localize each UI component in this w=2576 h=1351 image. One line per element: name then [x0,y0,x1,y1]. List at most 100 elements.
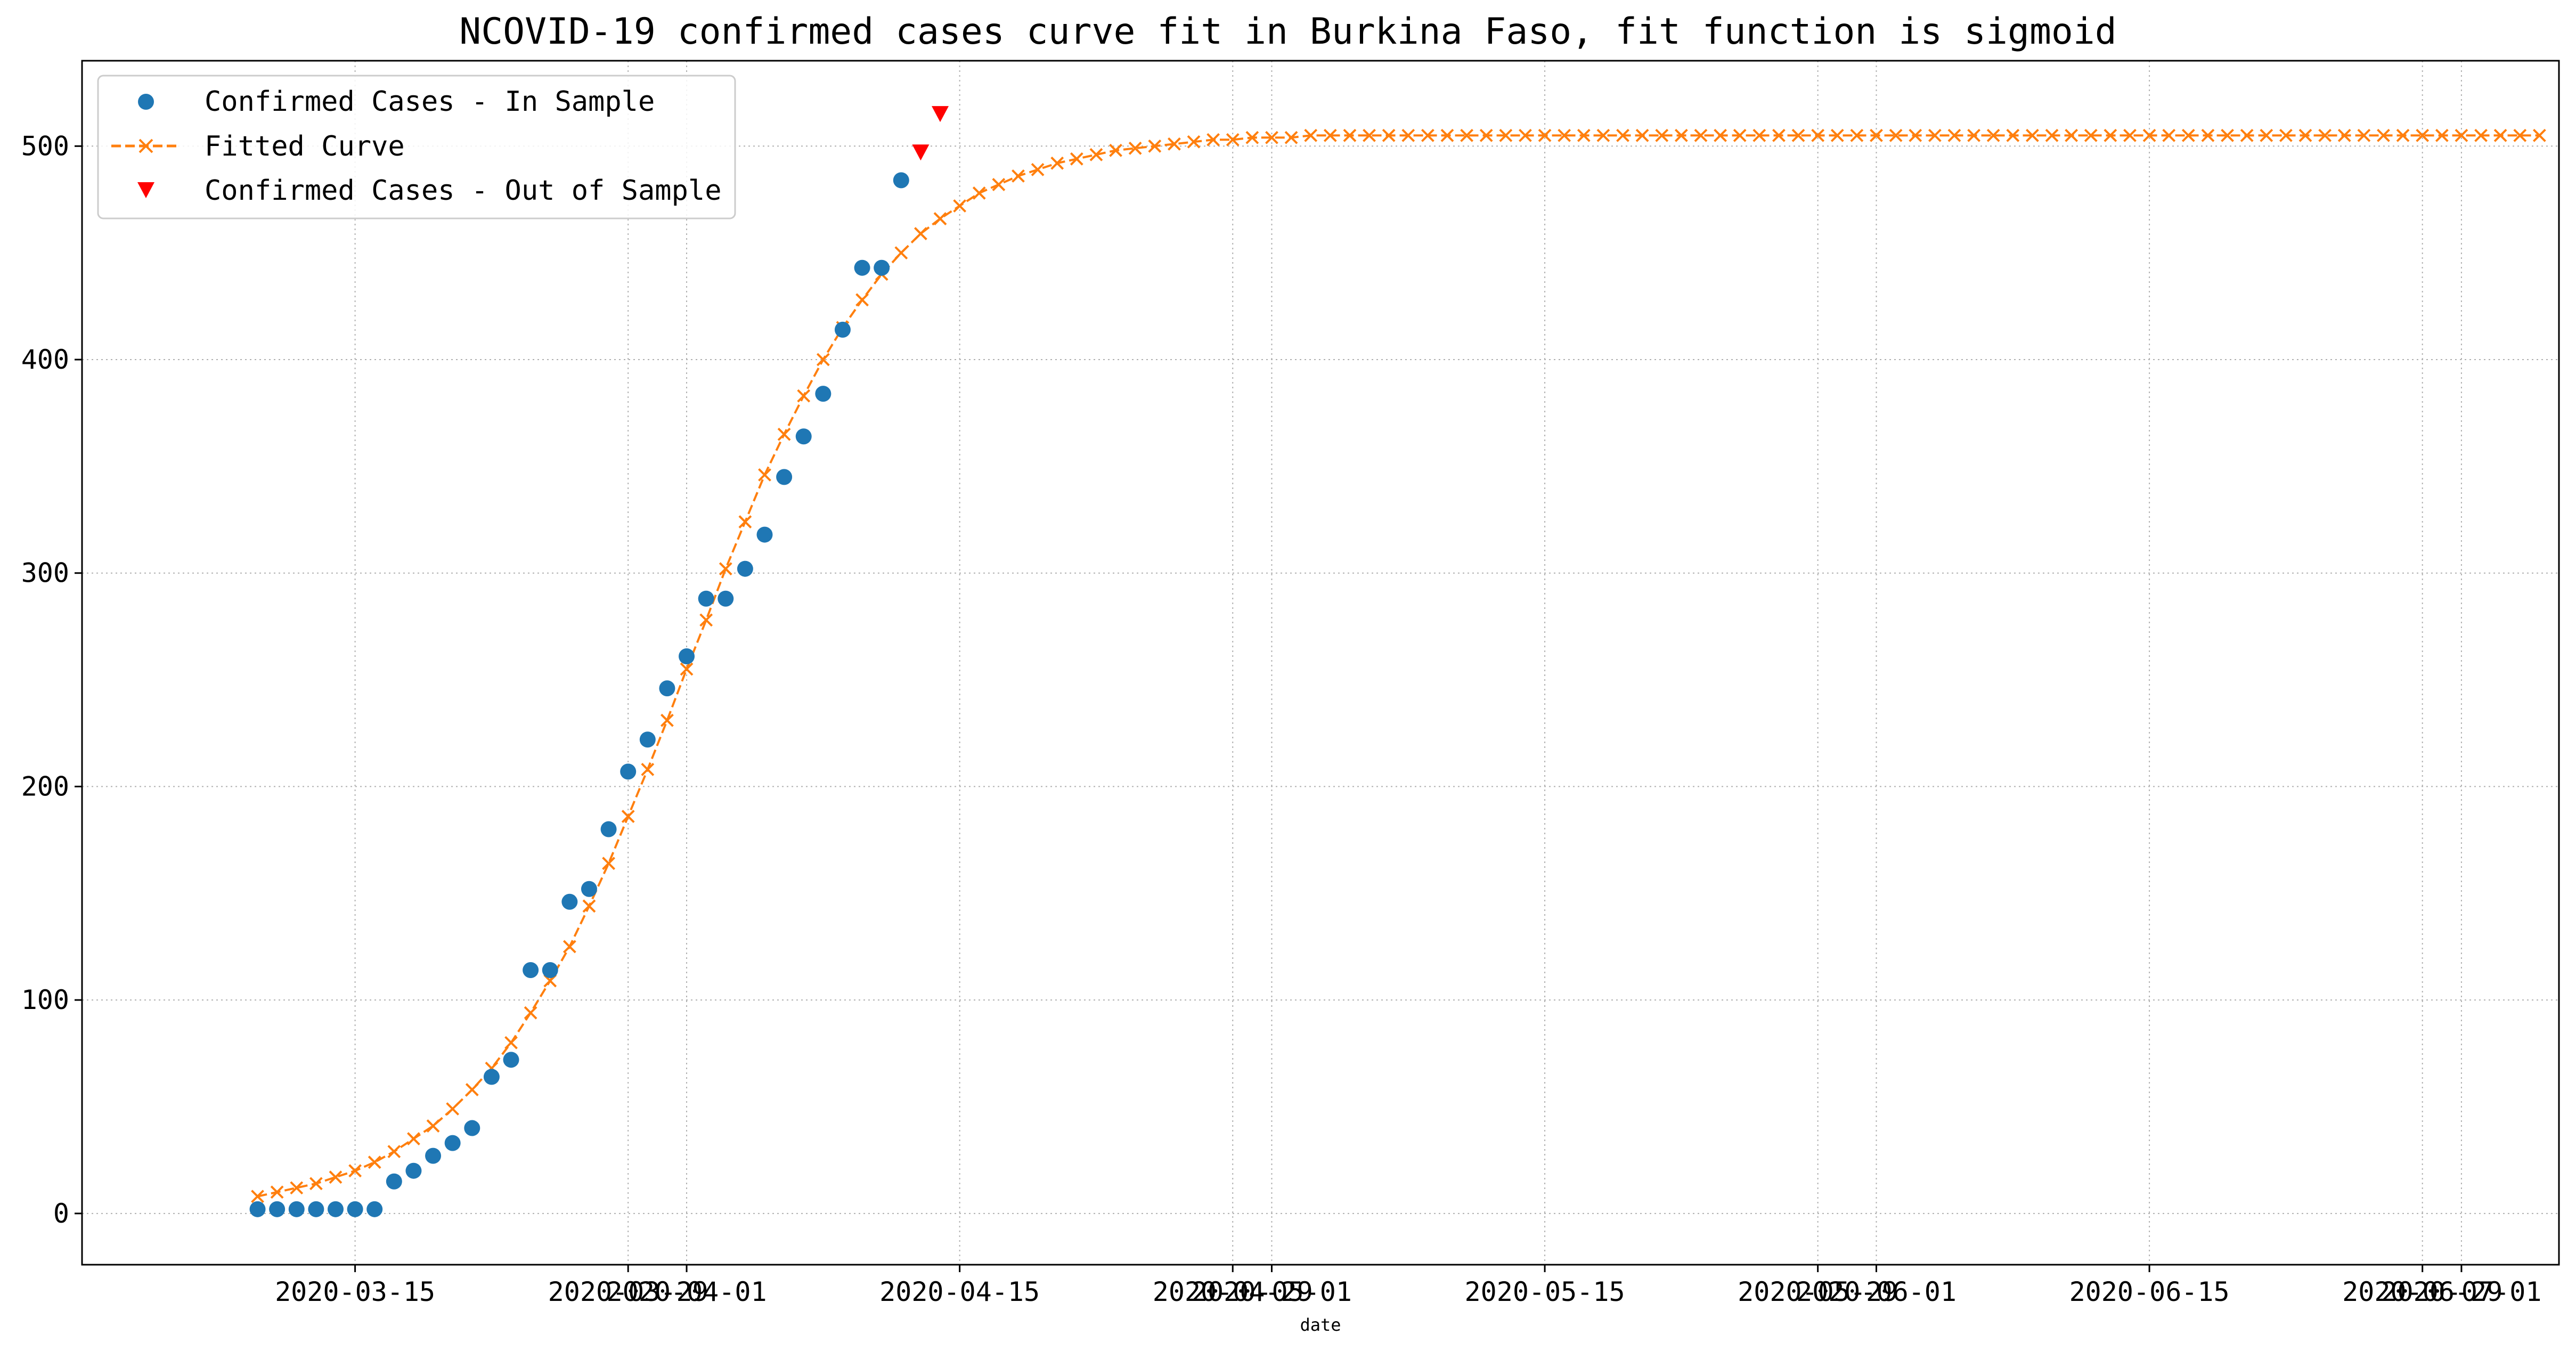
in-sample-point [893,172,909,189]
in-sample-point [581,881,597,897]
fitted-point [1167,137,1181,151]
x-tick-label: 2020-03-15 [275,1276,435,1307]
fitted-point [2318,128,2332,142]
fitted-point [855,293,869,307]
x-tick-label: 2020-05-29 [1738,1276,1898,1307]
fitted-point [1226,133,1240,147]
fitted-point [1070,152,1083,166]
fitted-point [1012,169,1025,183]
legend-in-sample-label: Confirmed Cases - In Sample [205,86,655,118]
x-tick-label: 2020-03-29 [548,1276,708,1307]
fitted-point [1752,128,1766,142]
fitted-point [2455,128,2468,142]
fitted-point [699,613,713,627]
in-sample-point [854,259,870,276]
fitted-point [2181,128,2195,142]
y-tick-label: 200 [21,771,69,802]
in-sample-point [659,680,675,697]
y-tick-label: 400 [21,344,69,375]
y-tick-label: 100 [21,984,69,1015]
fitted-point [2006,128,2020,142]
in-sample-point [698,590,714,607]
fitted-point [1967,128,1980,142]
in-sample-point [718,590,734,607]
fitted-point [1674,128,1688,142]
fitted-point [1596,128,1610,142]
fitted-point [1343,128,1357,142]
fitted-point [1304,128,1318,142]
in-sample-point [327,1201,344,1217]
fitted-point [661,713,674,727]
fitted-point [2104,128,2117,142]
fitted-point [1714,128,1727,142]
fitted-point [2279,128,2293,142]
legend-box [97,75,736,219]
fitted-point [2493,128,2507,142]
fitted-point [1207,133,1220,147]
fitted-point [387,1145,401,1159]
fitted-point [1109,143,1122,157]
in-sample-point [366,1201,383,1217]
in-sample-point [561,893,578,910]
fitted-point [1401,128,1415,142]
fitted-point [270,1185,284,1199]
fitted-point [2298,128,2312,142]
fitted-point [1187,135,1201,149]
in-sample-point [639,731,656,748]
fitted-point [1850,128,1864,142]
fitted-point [680,662,694,676]
fitted-point [2162,128,2176,142]
fitted-point [1694,128,1708,142]
fitted-point [1499,128,1513,142]
out-of-sample-point [912,144,930,161]
fitted-point [2221,128,2234,142]
in-sample-point [679,648,695,664]
fitted-point [1538,128,1552,142]
out-of-sample-point [932,106,949,123]
legend: Confirmed Cases - In Sample Fitted Curve… [97,75,736,219]
legend-fitted-label: Fitted Curve [205,131,405,162]
in-sample-point [542,962,558,979]
y-tick-label: 0 [53,1198,69,1229]
fitted-point [953,199,967,213]
in-sample-point [425,1147,442,1164]
in-sample-point [269,1201,286,1217]
fitted-point [1811,128,1825,142]
fitted-point [251,1190,264,1203]
fitted-point [1440,128,1454,142]
fitted-point [1284,131,1298,144]
fitted-point [465,1083,479,1096]
x-tick-label: 2020-06-15 [2069,1276,2230,1307]
fitted-point [758,468,771,482]
fitted-point [582,899,596,913]
plot-frame [81,60,2560,1266]
fitted-curve-path [257,134,2540,1198]
fitted-point [602,857,615,870]
in-sample-point [834,321,851,338]
in-sample-point [795,428,812,445]
in-sample-point [308,1201,324,1217]
grid-layer [82,61,2559,1265]
x-tick-label: 2020-06-01 [1796,1276,1957,1307]
fitted-point [1791,128,1805,142]
fitted-point [2377,128,2390,142]
fitted-point [1148,139,1162,153]
fitted-point [1265,131,1278,144]
fitted-point [1558,128,1571,142]
fitted-point [1616,128,1629,142]
fitted-point [1830,128,1844,142]
legend-out-sample-marker [137,182,154,198]
fitted-point [1772,128,1786,142]
in-sample-point [483,1069,500,1085]
x-tick-label: 2020-05-01 [1192,1276,1352,1307]
fitted-point [563,940,576,954]
x-tick-label: 2020-06-29 [2342,1276,2502,1307]
fitted-point [641,762,655,776]
fitted-point [777,427,791,441]
fitted-point [719,562,732,576]
fitted-point [1421,128,1434,142]
fitted-point [1050,156,1064,170]
fitted-point [1363,128,1376,142]
